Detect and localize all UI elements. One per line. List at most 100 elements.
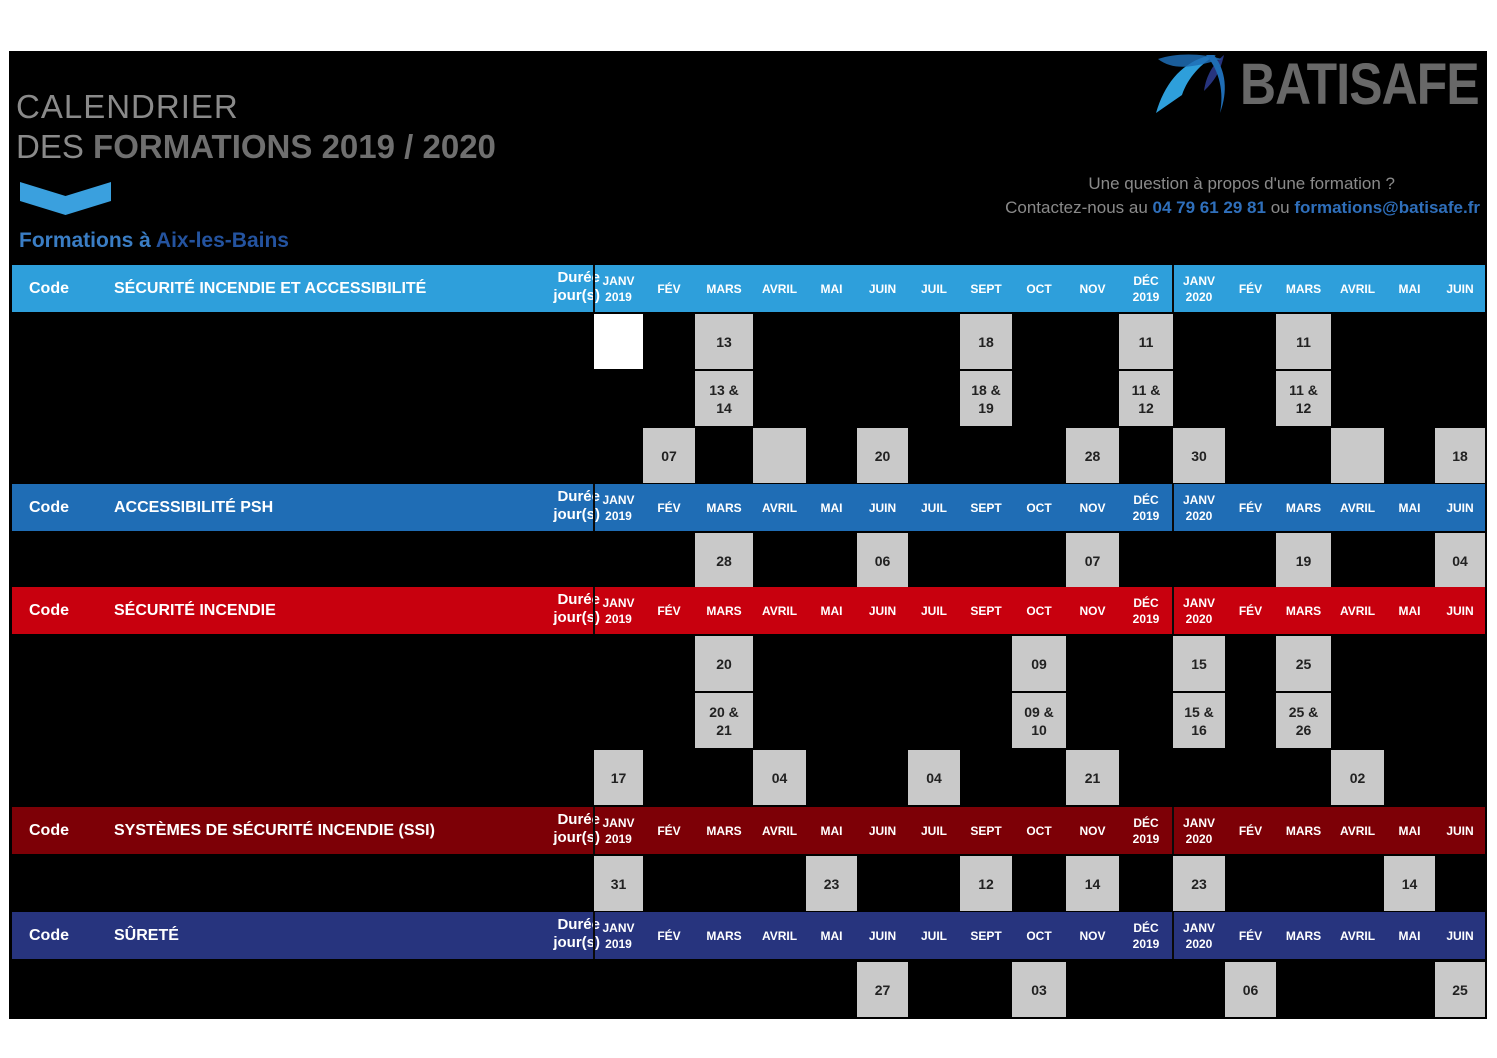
- location-title: Formations à Aix-les-Bains: [19, 229, 289, 253]
- month-label: OCT: [1026, 928, 1051, 944]
- month-header: FÉV: [1225, 587, 1276, 634]
- month-label: SEPT: [970, 500, 1001, 516]
- contact-email-link[interactable]: formations@batisafe.fr: [1294, 198, 1480, 217]
- date-cell: 04: [1435, 533, 1485, 588]
- month-name: AVRIL: [1339, 928, 1376, 943]
- contact-middle: ou: [1265, 198, 1295, 217]
- month-name: MAI: [1398, 823, 1421, 838]
- date-cell: 18: [1435, 428, 1485, 483]
- section-header: Code SÉCURITÉ INCENDIE Durée jour(s) JANV 201…: [12, 587, 1485, 634]
- month-header: FÉV: [1225, 807, 1276, 854]
- date-value: 25: [1452, 981, 1468, 998]
- date-value: 04: [771, 769, 788, 786]
- month-header: NOV: [1066, 484, 1119, 531]
- month-year: 2019: [1132, 508, 1160, 523]
- section-header: Code SÉCURITÉ INCENDIE ET ACCESSIBILITÉ Du…: [12, 265, 1485, 312]
- month-header: FÉV: [643, 265, 695, 312]
- month-header: JANV 2019: [594, 484, 643, 531]
- duration-label-line2: jour(s): [553, 287, 600, 304]
- section-title: SYSTÈMES DE SÉCURITÉ INCENDIE (SSI): [114, 821, 435, 839]
- month-label: FÉV: [1239, 928, 1262, 944]
- month-header: DÉC 2019: [1119, 587, 1173, 634]
- month-label: JUIN: [1446, 603, 1473, 619]
- month-label: JUIN: [869, 281, 896, 297]
- month-header: FÉV: [643, 912, 695, 959]
- month-name: JUIL: [920, 281, 947, 296]
- month-name: NOV: [1079, 500, 1106, 515]
- month-header: JUIL: [908, 484, 960, 531]
- month-label: AVRIL: [1340, 823, 1375, 839]
- month-label: AVRIL: [762, 603, 797, 619]
- column-divider: [1172, 807, 1174, 854]
- month-header: OCT: [1012, 912, 1066, 959]
- month-name: DÉC: [1133, 492, 1159, 507]
- month-name: JUIN: [868, 928, 897, 943]
- month-name: MARS: [1285, 281, 1322, 296]
- date-cell: [594, 314, 643, 369]
- month-label: AVRIL: [1340, 603, 1375, 619]
- month-name: JUIN: [1446, 603, 1474, 618]
- month-label: MARS: [1286, 928, 1321, 944]
- date-value: 04: [926, 769, 942, 786]
- contact-phone[interactable]: 04 79 61 29 81: [1152, 198, 1266, 217]
- contact-prefix: Contactez-nous au: [1005, 198, 1153, 217]
- month-header: MAI: [1384, 807, 1435, 854]
- month-year: 2019: [605, 289, 632, 304]
- page-title-line1: CALENDRIER: [16, 88, 239, 125]
- month-name: FÉV: [1238, 603, 1263, 618]
- month-name: MARS: [706, 823, 742, 838]
- month-label: OCT: [1026, 500, 1051, 516]
- month-label: SEPT: [970, 928, 1001, 944]
- month-name: NOV: [1079, 823, 1106, 838]
- month-label: FÉV: [657, 823, 680, 839]
- month-header: SEPT: [960, 484, 1012, 531]
- month-header: FÉV: [1225, 265, 1276, 312]
- month-label: MAI: [1399, 281, 1421, 297]
- month-name: AVRIL: [1339, 281, 1376, 296]
- month-label: AVRIL: [762, 823, 797, 839]
- month-year: 2019: [605, 508, 632, 523]
- month-header: JANV 2019: [594, 587, 643, 634]
- month-name: AVRIL: [761, 928, 798, 943]
- date-value: 20: [716, 655, 732, 672]
- date-value: 03: [1031, 981, 1047, 998]
- month-name: MAI: [1398, 281, 1421, 296]
- month-label: MAI: [1399, 928, 1421, 944]
- month-label: AVRIL: [1340, 281, 1375, 297]
- month-header: MARS: [1276, 807, 1331, 854]
- month-label: JUIL: [921, 928, 947, 944]
- month-label: AVRIL: [762, 500, 797, 516]
- month-header: MARS: [695, 912, 753, 959]
- month-year: 2020: [1185, 289, 1213, 304]
- month-header: JANV 2019: [594, 807, 643, 854]
- month-name: JUIL: [920, 823, 947, 838]
- month-header: JANV 2019: [594, 912, 643, 959]
- month-name: DÉC: [1133, 273, 1159, 288]
- month-label: FÉV: [1239, 823, 1262, 839]
- date-value: 13: [716, 333, 732, 350]
- month-label: JANV 2019: [602, 273, 634, 305]
- date-cell: 28: [1066, 428, 1119, 483]
- date-cell: 30: [1173, 428, 1225, 483]
- month-name: FÉV: [1238, 500, 1263, 515]
- section-title: SÉCURITÉ INCENDIE ET ACCESSIBILITÉ: [114, 279, 427, 297]
- date-value: 19: [1295, 552, 1312, 569]
- month-label: JUIL: [921, 603, 947, 619]
- date-cell: 13 & 14: [695, 371, 753, 426]
- date-cell: 12: [960, 856, 1012, 911]
- month-name: FÉV: [1238, 823, 1263, 838]
- month-label: JUIL: [921, 281, 947, 297]
- month-label: JUIN: [1446, 928, 1473, 944]
- month-label: MARS: [706, 823, 741, 839]
- month-name: JUIL: [920, 928, 947, 943]
- month-label: JUIN: [1446, 281, 1473, 297]
- month-name: JANV: [1182, 273, 1215, 288]
- month-label: JUIN: [869, 500, 896, 516]
- month-header: SEPT: [960, 587, 1012, 634]
- month-name: FÉV: [1238, 928, 1263, 943]
- month-name: JANV: [1182, 492, 1215, 507]
- date-cell: 23: [1173, 856, 1225, 911]
- month-year: 2020: [1185, 508, 1213, 523]
- month-year: 2019: [1132, 831, 1160, 846]
- code-label: Code: [29, 821, 69, 839]
